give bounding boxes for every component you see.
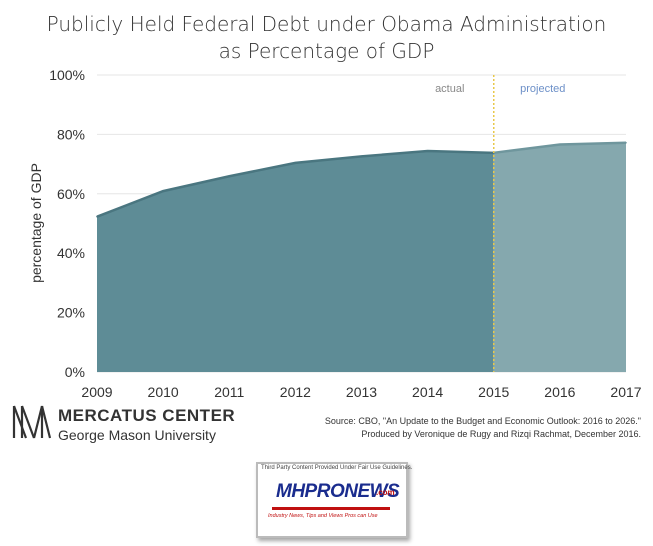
x-tick-label: 2013 [346, 384, 377, 400]
y-tick-label: 100% [49, 67, 85, 83]
actual-region-label: actual [435, 83, 464, 95]
badge-com-text: .com [376, 488, 395, 497]
projected-region-label: projected [520, 83, 565, 95]
badge-divider [272, 507, 390, 510]
y-tick-label: 20% [57, 305, 85, 321]
source-note: Source: CBO, "An Update to the Budget an… [325, 415, 641, 441]
badge-tagline: Industry News, Tips and Views Pros can U… [268, 513, 378, 519]
logo-sub-text: George Mason University [58, 427, 216, 443]
data-point [96, 215, 98, 218]
x-tick-label: 2010 [148, 384, 179, 400]
source-line-1: Source: CBO, "An Update to the Budget an… [324, 416, 641, 426]
y-tick-label: 40% [57, 245, 85, 261]
data-point [360, 155, 363, 158]
x-tick-label: 2009 [81, 384, 112, 400]
x-tick-label: 2015 [478, 384, 509, 400]
chart-title-line2: as Percentage of GDP [218, 39, 435, 63]
y-tick-label: 60% [57, 186, 85, 202]
y-tick-label: 0% [65, 364, 85, 380]
y-axis-ticks: 0% 20% 40% 60% 80% 100% [49, 67, 85, 380]
mhpronews-badge: Third Party Content Provided Under Fair … [256, 462, 412, 538]
badge-fair-use-text: Third Party Content Provided Under Fair … [261, 465, 413, 471]
data-point [625, 141, 627, 144]
y-tick-label: 80% [57, 126, 85, 142]
actual-area [97, 151, 494, 372]
projected-area [493, 142, 626, 372]
x-axis-ticks: 2009 2010 2011 2012 2013 2014 2015 2016 2017 [81, 384, 641, 400]
data-point [559, 143, 561, 146]
data-point [228, 175, 231, 178]
debt-chart: 0%20%40%60%80%100% 2009 2010 2011 2012 2013 2… [28, 67, 642, 400]
data-point [294, 162, 297, 164]
x-tick-label: 2017 [610, 384, 641, 400]
badge-brand-text: MHPRONEWS [276, 481, 400, 502]
data-point [426, 150, 429, 152]
x-tick-label: 2014 [412, 384, 443, 400]
mercatus-m-icon [12, 405, 52, 439]
x-tick-label: 2012 [280, 384, 311, 400]
y-axis-label: percentage of GDP [28, 163, 44, 283]
source-line-2: Produced by Veronique de Rugy and Rizqi … [361, 429, 641, 439]
data-point [162, 190, 164, 192]
x-tick-label: 2016 [544, 384, 575, 400]
chart-title-line1: Publicly Held Federal Debt under Obama A… [46, 12, 607, 36]
chart-areas [96, 75, 627, 372]
logo-main-text: MERCATUS CENTER [58, 406, 236, 425]
mercatus-logo: MERCATUS CENTER George Mason University [12, 402, 242, 452]
x-tick-label: 2011 [214, 384, 244, 400]
